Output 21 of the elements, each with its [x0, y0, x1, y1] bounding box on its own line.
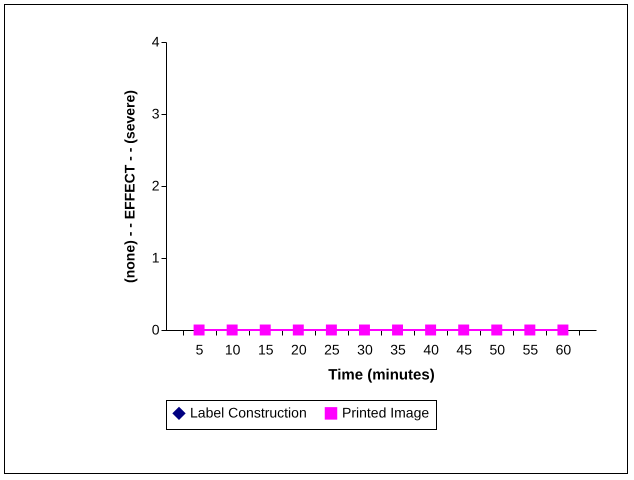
x-tick-label: 30	[357, 342, 373, 358]
x-tick-label: 10	[224, 342, 241, 358]
y-tick-label: 2	[152, 178, 160, 194]
y-tick-label: 1	[152, 250, 160, 266]
legend-label: Printed Image	[342, 404, 430, 420]
y-tick-label: 4	[152, 34, 160, 50]
x-axis-title: Time (minutes)	[328, 366, 435, 384]
x-tick-label: 35	[390, 342, 406, 358]
x-tick-label: 40	[423, 342, 440, 358]
x-tick-label: 25	[324, 342, 340, 358]
x-tick-label: 50	[489, 342, 506, 358]
y-tick-label: 3	[152, 106, 160, 122]
x-tick-label: 55	[522, 342, 538, 358]
x-tick-label: 60	[556, 342, 572, 358]
x-tick-label: 5	[196, 342, 204, 358]
x-tick-label: 20	[291, 342, 307, 358]
x-tick-label: 45	[456, 342, 472, 358]
y-tick-label: 0	[152, 322, 160, 338]
legend-label: Label Construction	[190, 404, 307, 420]
x-tick-label: 15	[258, 342, 274, 358]
y-axis-title: (none) - - EFFECT - - (severe)	[122, 90, 138, 283]
